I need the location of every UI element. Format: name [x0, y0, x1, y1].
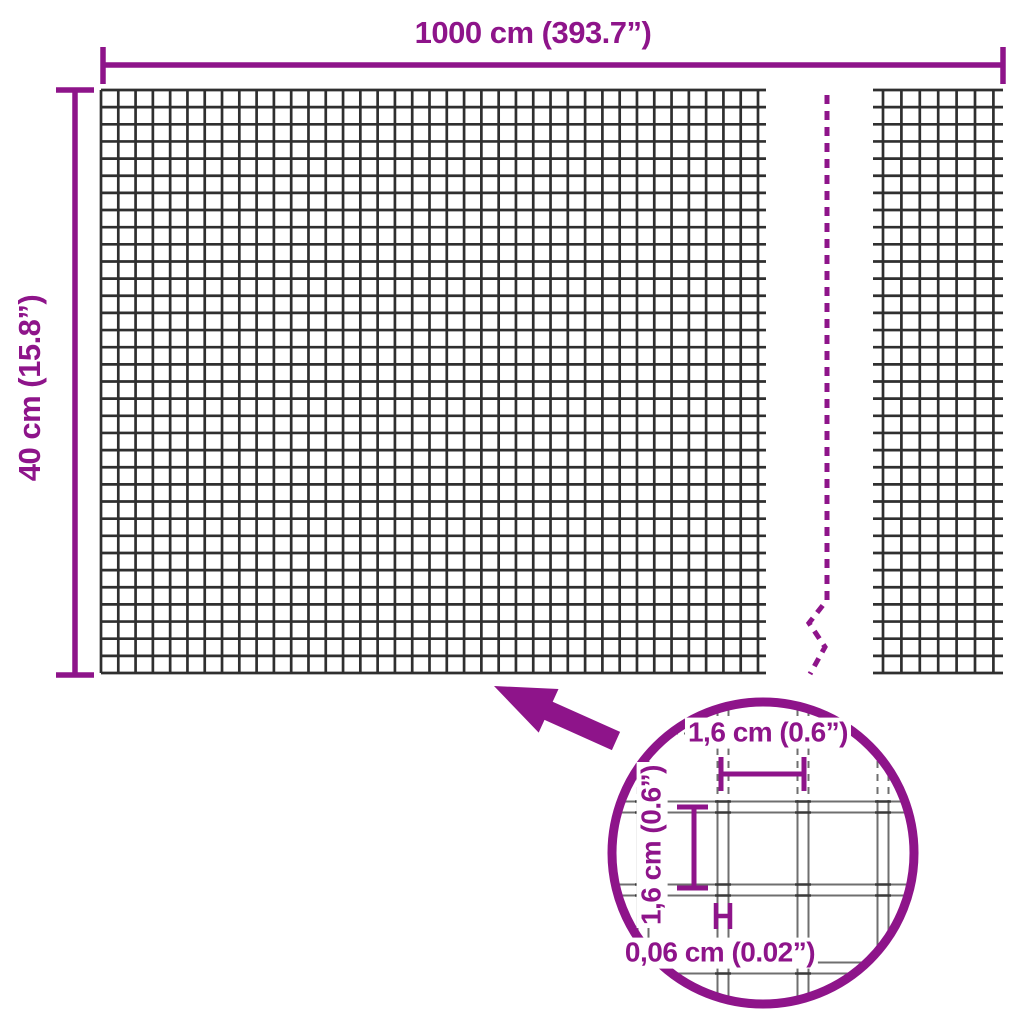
inset-cell-width-label: 1,6 cm (0.6”): [684, 717, 852, 749]
width-dimension-label: 1000 cm (393.7”): [414, 15, 652, 50]
mesh-break-dashed-line: [805, 95, 830, 676]
continuation-mesh-strip: [873, 88, 1003, 675]
magnifier-circle-icon: [607, 697, 919, 1009]
wire-thickness-measure: [713, 903, 733, 929]
zoom-callout-arrow-icon: [494, 686, 621, 751]
inset-dimension-marks: [677, 757, 807, 891]
height-dimension-line: [56, 87, 94, 678]
height-dimension-label: 40 cm (15.8”): [12, 294, 47, 482]
magnifier-backing: [609, 699, 917, 1007]
main-mesh-panel: [99, 88, 766, 675]
width-dimension-line: [100, 47, 1006, 84]
inset-wire-thickness-label: 0,06 cm (0.02”): [621, 937, 819, 969]
inset-cell-height-label: 1,6 cm (0.6”): [636, 761, 668, 929]
